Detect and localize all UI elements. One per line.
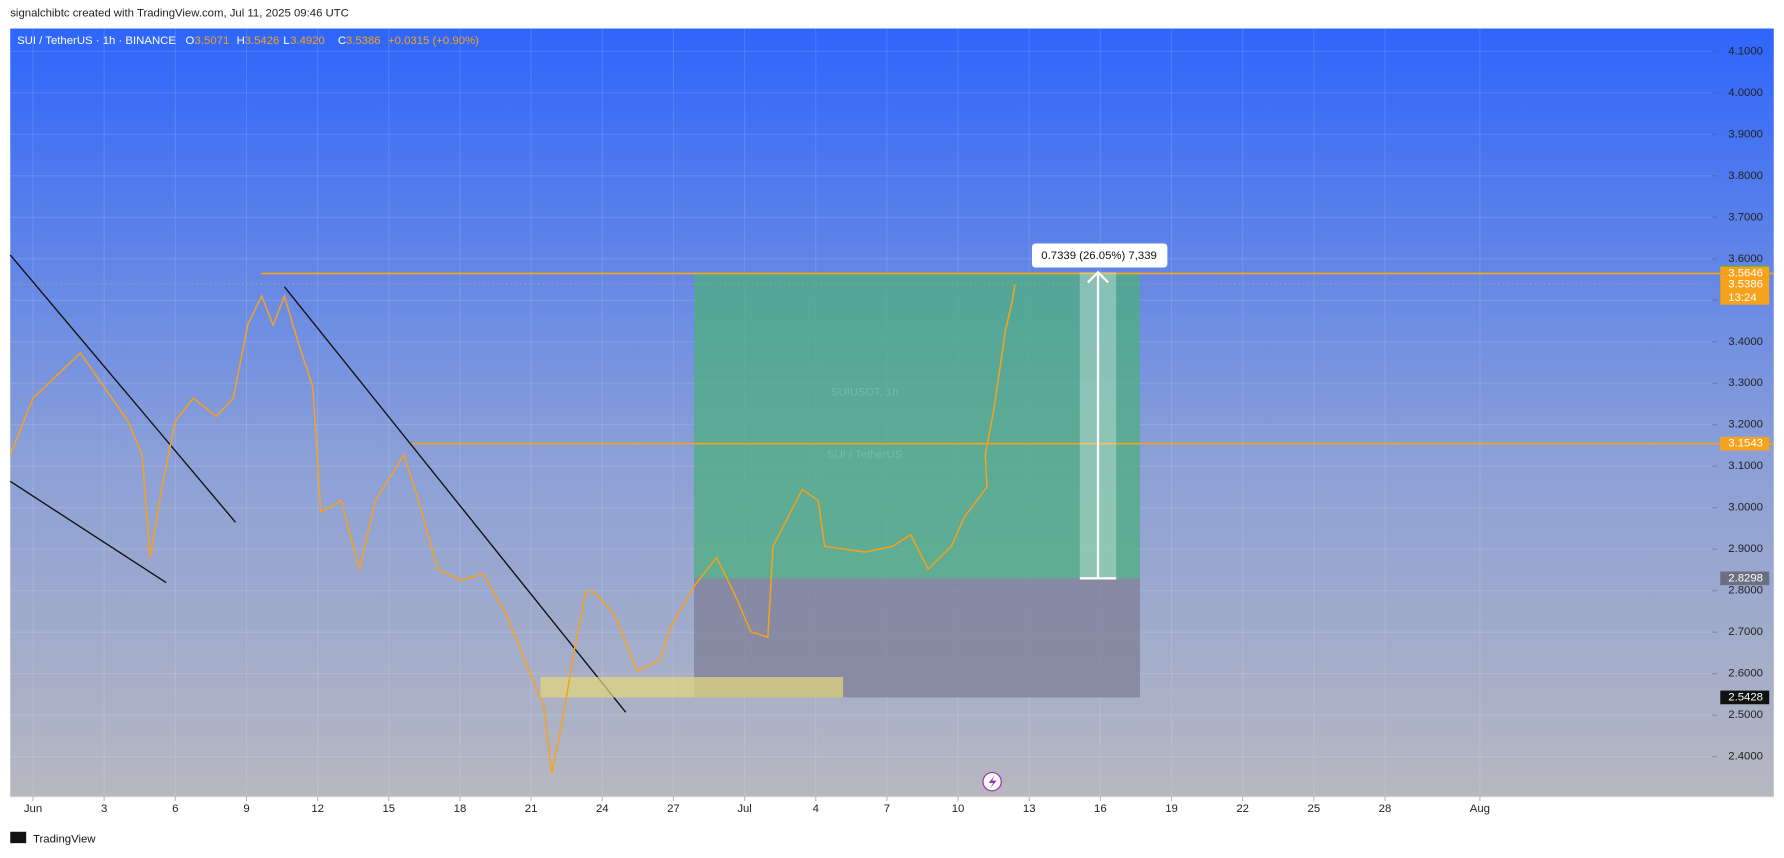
x-tick-label: 21 [525,803,538,815]
header-text: SUI / TetherUS · 1h · BINANCE [17,35,176,47]
demand-zone [540,677,844,698]
price-tag-label: 3.5646 [1728,267,1763,279]
y-tick-label: 2.5000 [1728,709,1763,721]
price-tag [1720,436,1770,451]
header-text: O [185,35,194,47]
price-tag [1720,571,1770,586]
price-tag [1720,690,1770,705]
x-tick-label: 24 [596,803,609,815]
x-tick-label: 6 [172,803,178,815]
header-text: L [283,35,289,47]
x-tick-label: 25 [1308,803,1321,815]
credit: signalchibtc created with TradingView.co… [10,8,349,20]
x-tick-label: 28 [1379,803,1392,815]
y-tick-label: 3.7000 [1728,211,1763,223]
price-tag-label: 2.5428 [1728,691,1763,703]
y-tick-label: 3.3000 [1728,377,1763,389]
header-text: +0.0315 (+0.90%) [388,35,479,47]
price-line [9,284,1016,774]
trendline [9,480,167,584]
x-tick-label: 27 [667,803,680,815]
brand: TradingView [33,834,96,846]
x-tick-label: Jul [737,803,752,815]
watermark-sub: SUI / TetherUS [827,449,903,461]
header-text: 3.5071 [195,35,230,47]
y-tick-label: 3.8000 [1728,170,1763,182]
y-tick-label: 3.1000 [1728,460,1763,472]
countdown: 13:24 [1728,292,1756,304]
x-tick-label: 22 [1236,803,1249,815]
trendline [283,286,627,713]
y-tick-label: 3.9000 [1728,128,1763,140]
x-tick-label: Aug [1470,803,1490,815]
watermark: SUIUSDT, 1h [831,387,899,399]
x-tick-label: 13 [1023,803,1036,815]
price-tag-label: 3.5386 [1728,278,1763,290]
x-tick-label: 10 [952,803,965,815]
x-tick-label: 12 [311,803,324,815]
y-tick-label: 4.0000 [1728,87,1763,99]
y-tick-label: 2.4000 [1728,751,1763,763]
x-tick-label: 3 [101,803,107,815]
brand-logo [10,831,27,844]
header-text: C [338,35,346,47]
y-tick-label: 2.7000 [1728,626,1763,638]
y-tick-label: 3.2000 [1728,419,1763,431]
measure-label: 0.7339 (26.05%) 7,339 [1041,250,1157,262]
x-tick-label: 4 [813,803,819,815]
header-text: 3.5426 [245,35,280,47]
event-icon-bolt [988,776,997,789]
y-tick-label: 3.6000 [1728,253,1763,265]
y-tick-label: 2.8000 [1728,585,1763,597]
price-tag [1720,266,1770,281]
x-tick-label: 9 [243,803,249,815]
y-tick-label: 3.4000 [1728,336,1763,348]
y-tick-label: 4.1000 [1728,45,1763,57]
x-tick-label: 7 [884,803,890,815]
y-tick-label: 2.9000 [1728,543,1763,555]
x-tick-label: Jun [24,803,42,815]
x-tick-label: 18 [454,803,467,815]
y-tick-label: 3.0000 [1728,502,1763,514]
measure-label-bg [1031,243,1168,268]
x-tick-label: 19 [1165,803,1178,815]
profit-zone [694,272,1140,579]
header-text: 3.5386 [346,35,381,47]
price-tag-label: 3.1543 [1728,438,1763,450]
y-tick-label: 2.6000 [1728,668,1763,680]
x-tick-label: 15 [382,803,395,815]
header-text: 3.4920 [290,35,325,47]
measure-arrowhead [1086,270,1110,284]
price-tag-label: 2.8298 [1728,572,1763,584]
trendline [9,254,237,523]
price-tag [1720,277,1770,305]
x-tick-label: 16 [1094,803,1107,815]
header-text: H [237,35,245,47]
